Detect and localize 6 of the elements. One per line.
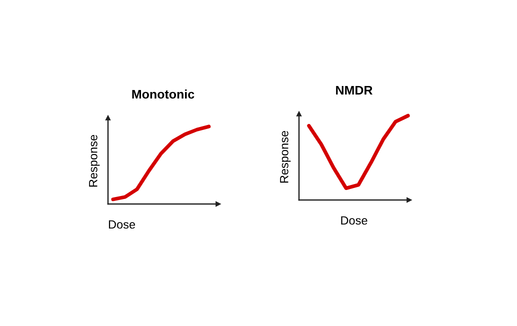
chart-title: NMDR (336, 86, 372, 95)
x-axis-title: Dose (341, 216, 368, 225)
y-axis-title: Response (89, 134, 100, 187)
chart-title: Monotonic (132, 89, 194, 99)
y-axis-title: Response (280, 130, 291, 183)
x-axis-title: Dose (108, 220, 136, 229)
